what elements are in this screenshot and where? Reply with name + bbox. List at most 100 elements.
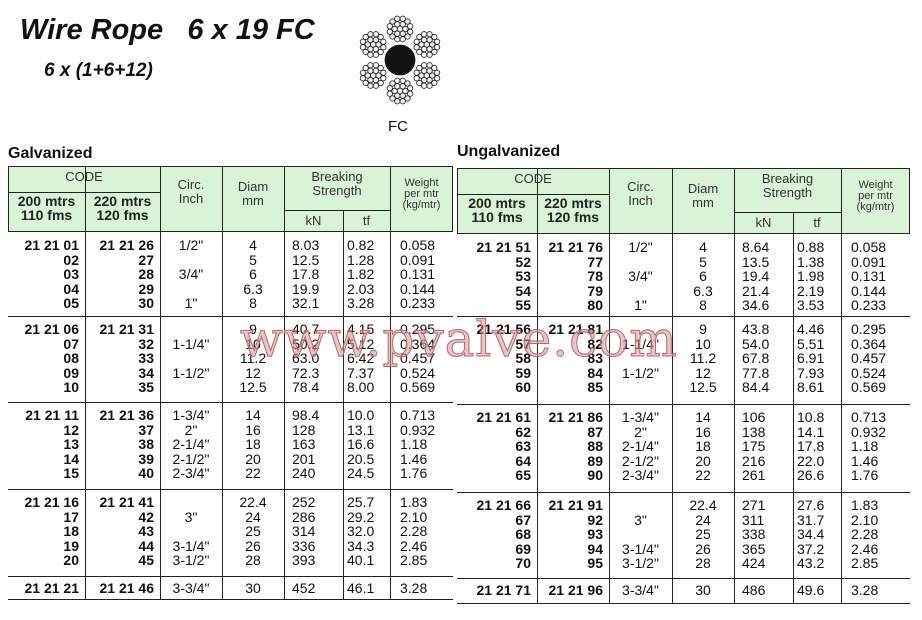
cell-value: 6.42	[347, 350, 375, 367]
cell-value: 89	[587, 452, 603, 469]
wire	[377, 64, 384, 72]
cell-value: 4.15	[347, 321, 375, 337]
cell-c220: 21 21 76 77 78 79 80	[537, 240, 609, 313]
cell-value: 21 21 41	[99, 494, 155, 510]
cell-value: 20	[245, 450, 261, 467]
cell-value: 54	[515, 282, 531, 299]
column-divider	[609, 168, 610, 234]
cell-value: 93	[587, 526, 603, 543]
cell-c220: 21 21 31 32 33 34 35	[85, 322, 160, 395]
table-header	[8, 166, 453, 232]
cell-value: 10.8	[797, 409, 825, 425]
header-weight: Weight per mtr (kg/mtr)	[856, 179, 895, 213]
wire	[416, 64, 423, 72]
wire	[389, 80, 396, 87]
cell-value: 25	[245, 523, 261, 540]
header-kn: kN	[305, 213, 322, 228]
cell-w: 0.058 0.091 0.131 0.144 0.233	[841, 240, 910, 313]
cell-c200: 21 21 66 67 68 69 70	[457, 498, 537, 571]
cell-tf: 25.7 29.2 32.0 34.3 40.1	[343, 495, 390, 568]
cell-diam: 4 5 6 6.3 8	[672, 240, 734, 313]
cell-value: 30	[245, 580, 261, 596]
wire	[394, 77, 401, 84]
cell-c200: 21 21 11 12 13 14 15	[8, 408, 85, 481]
cell-value: 25	[695, 526, 711, 543]
cell-kn: 98.4 128 163 201 240	[284, 408, 343, 481]
cell-value: 286	[292, 508, 316, 525]
cell-value: 21 21 01	[24, 237, 80, 253]
cell-value: 2.28	[851, 526, 879, 543]
wire	[413, 44, 420, 51]
cell-value: 3-1/2"	[622, 555, 659, 572]
rope-cross-section-image	[359, 15, 441, 105]
cell-value: 6.3	[693, 282, 713, 299]
cell-kn: 40.7 50.2 63.0 72.3 78.4	[284, 322, 343, 395]
cell-w: 3.28	[390, 581, 453, 596]
cell-value: 24	[245, 508, 261, 525]
column-divider	[160, 232, 161, 599]
cell-value: 1-1/2"	[172, 364, 210, 381]
cell-value: 32.0	[347, 523, 375, 540]
cell-value: 2-1/4"	[622, 438, 659, 455]
cell-value: 2"	[184, 421, 198, 438]
cell-kn: 486	[734, 583, 793, 598]
cell-value: 12.5	[292, 251, 320, 268]
cell-value: 0.713	[400, 407, 436, 423]
cell-value: 28	[138, 266, 154, 283]
wire	[380, 38, 387, 45]
wire	[372, 51, 379, 58]
cell-value: 90	[587, 467, 603, 484]
cell-value: 19.9	[292, 280, 320, 297]
cell-value: 0.569	[851, 379, 887, 396]
column-divider	[284, 232, 285, 599]
cell-value: 53	[515, 268, 531, 285]
wire	[394, 98, 401, 105]
cell-value: 1.83	[400, 494, 428, 510]
cell-value: 77	[587, 253, 603, 270]
cell-value: 21 21 11	[25, 407, 79, 423]
cell-kn: 271 311 338 365 424	[734, 498, 793, 571]
cell-value: 29	[138, 280, 154, 297]
cell-value: 8.03	[292, 237, 320, 253]
cell-value: 21 21 91	[548, 497, 604, 513]
wire	[377, 48, 384, 56]
cell-diam: 22.4 24 25 26 28	[672, 498, 734, 571]
cell-value: 10.0	[347, 407, 375, 423]
cell-value: 21.4	[742, 282, 770, 299]
cell-value: 5.51	[797, 335, 825, 352]
cell-value: 9	[249, 321, 257, 337]
cell-value: 7.37	[347, 364, 375, 381]
header-kn: kN	[755, 215, 772, 230]
cell-c200: 21 21 01 02 03 04 05	[8, 238, 85, 311]
cell-value: 4.46	[797, 321, 825, 337]
cell-value: 24.5	[347, 465, 375, 482]
cell-value: 21 21 51	[476, 239, 532, 255]
cell-circ: 3-3/4"	[160, 581, 222, 596]
cell-value: 240	[292, 465, 316, 482]
cell-c200: 21 21 06 07 08 09 10	[8, 322, 85, 395]
cell-value: 314	[292, 523, 316, 540]
cell-value: 252	[292, 494, 316, 510]
rope-construction: 6 x (1+6+12)	[44, 60, 153, 81]
cell-tf: 4.46 5.51 6.91 7.93 8.61	[793, 322, 841, 395]
cell-value: 12	[695, 364, 711, 381]
cell-value: 30	[138, 295, 154, 312]
wire	[362, 64, 369, 72]
cell-value: 8	[699, 297, 707, 314]
wire	[389, 18, 396, 25]
cell-circ: 1-1/4" 1-1/2"	[160, 322, 222, 395]
cell-value: 0.233	[400, 295, 436, 312]
cell-value: 452	[292, 580, 316, 596]
cell-value: 3.28	[347, 295, 375, 312]
wire	[426, 82, 433, 89]
wire	[367, 82, 374, 89]
cell-value: 95	[587, 555, 603, 572]
wire	[377, 79, 384, 87]
cell-value: 64	[515, 452, 531, 469]
wire	[402, 87, 409, 95]
wire	[364, 41, 371, 48]
cell-value: 2.28	[400, 523, 428, 540]
cell-value: 25.7	[347, 494, 375, 510]
wire	[431, 48, 438, 56]
cell-circ: 1/2" 3/4" 1"	[160, 238, 222, 311]
